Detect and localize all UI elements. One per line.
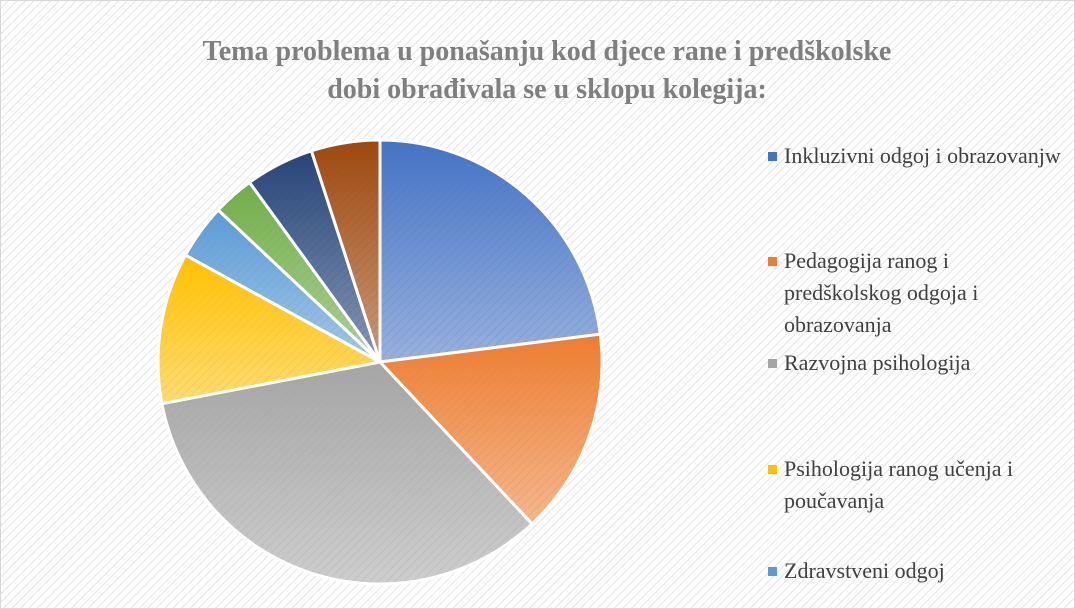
legend-label: Razvojna psihologija [784,350,971,375]
pie-slice [309,138,382,363]
legend-label: Psihologija ranog učenja i poučavanja [784,456,1014,513]
legend-entry: Psihologija ranog učenja i poučavanja [768,453,1068,517]
legend-entry: Pedagogija ranog i predškolskog odgoja i… [768,245,1068,341]
pie-slice [160,360,535,586]
legend-label: Inkluzivni odgoj i obrazovanjw [784,143,1061,168]
legend-swatch [768,152,777,161]
legend-label: Pedagogija ranog i predškolskog odgoja i… [784,248,979,337]
chart-title: dobi obrađivala se u sklopu kolegija: [327,74,767,105]
legend-entry: Razvojna psihologija [768,347,1068,379]
legend-label: Zdravstveni odgoj [784,558,945,583]
pie-slice [156,253,385,406]
legend-entry: Inkluzivni odgoj i obrazovanjw [768,140,1068,172]
legend-swatch [768,359,777,368]
legend-swatch [768,257,777,266]
pie-slice [376,332,604,526]
legend-swatch [768,567,777,576]
legend-swatch [768,465,777,474]
chart-title: Tema problema u ponašanju kod djece rane… [203,36,892,67]
pie-slice [378,138,602,364]
legend-entry: Zdravstveni odgoj [768,555,1068,587]
